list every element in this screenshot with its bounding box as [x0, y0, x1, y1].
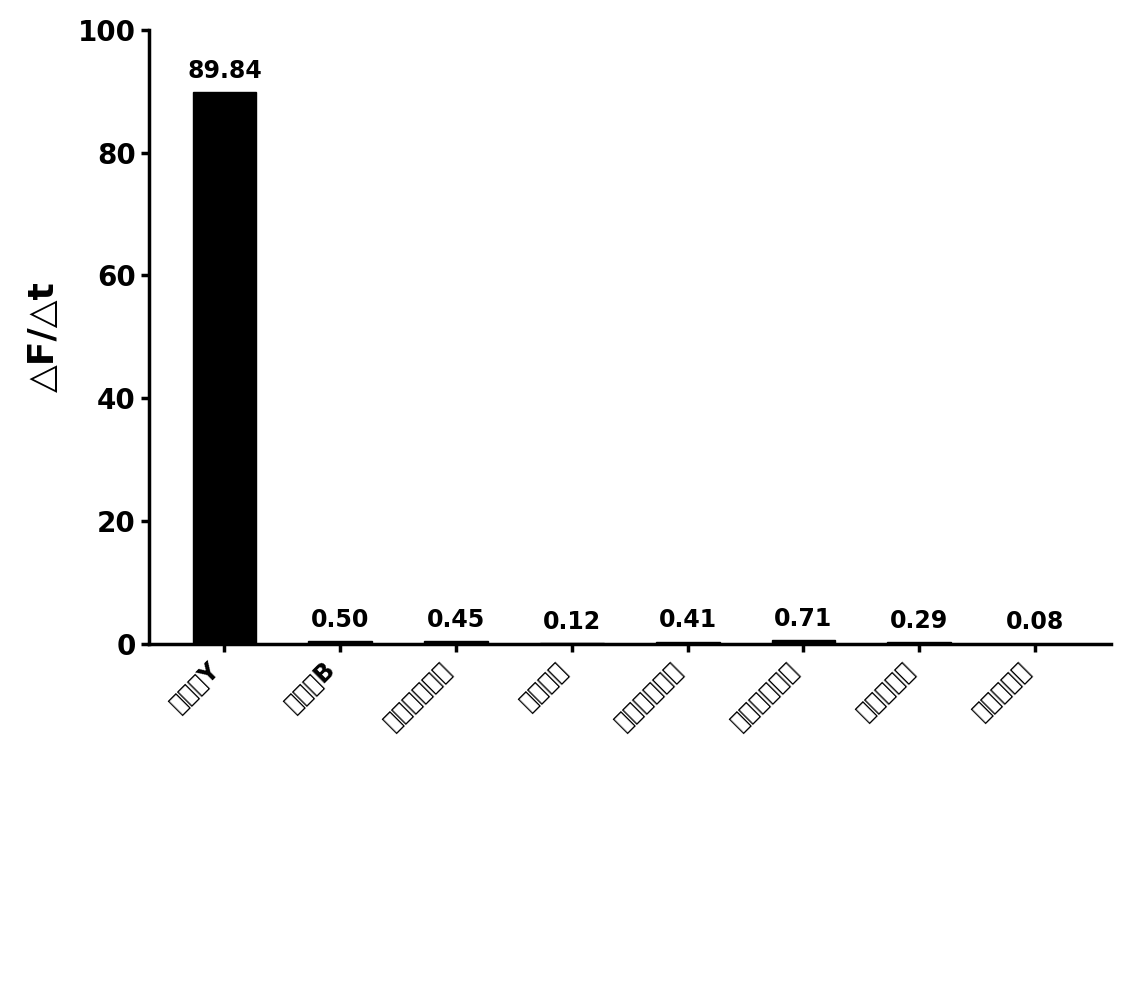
Text: 0.12: 0.12	[543, 610, 601, 634]
Text: 0.45: 0.45	[427, 608, 485, 632]
Text: 0.29: 0.29	[890, 609, 948, 633]
Bar	[656, 641, 719, 644]
Bar	[192, 92, 256, 644]
Text: 0.41: 0.41	[658, 608, 717, 632]
Text: 0.08: 0.08	[1006, 610, 1064, 634]
Bar	[424, 641, 488, 644]
Text: 0.50: 0.50	[311, 607, 370, 632]
Text: 89.84: 89.84	[187, 58, 262, 83]
Bar	[887, 642, 951, 644]
Bar	[772, 640, 836, 644]
Y-axis label: △F/△t: △F/△t	[27, 281, 61, 392]
Text: 0.71: 0.71	[774, 606, 832, 630]
Bar	[308, 641, 372, 644]
